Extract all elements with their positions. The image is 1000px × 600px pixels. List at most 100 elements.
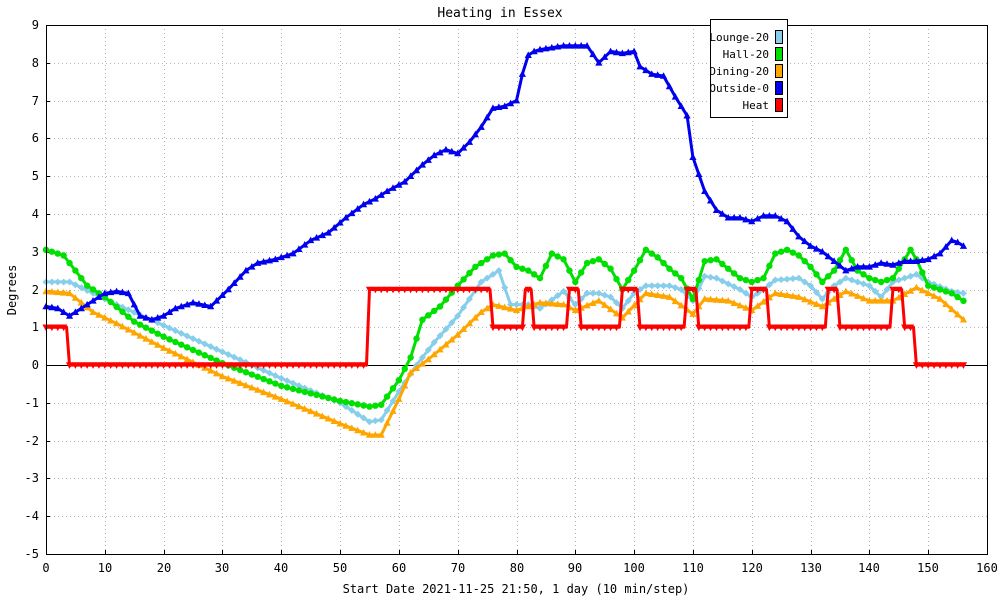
data-point xyxy=(460,303,468,311)
data-point xyxy=(330,223,338,231)
data-point xyxy=(254,373,261,380)
data-point xyxy=(607,293,615,301)
data-point xyxy=(401,382,409,389)
data-point xyxy=(736,274,744,282)
data-point xyxy=(118,288,127,296)
data-point xyxy=(689,295,697,303)
data-point xyxy=(536,324,544,332)
data-point xyxy=(383,419,391,426)
y-tick-label: 7 xyxy=(32,94,39,108)
data-point xyxy=(342,422,350,429)
data-point xyxy=(542,44,550,52)
legend-swatch xyxy=(775,98,783,112)
data-point xyxy=(124,362,132,369)
data-point xyxy=(671,92,679,100)
data-point xyxy=(736,301,744,309)
data-point xyxy=(483,304,491,312)
data-point xyxy=(430,338,438,346)
data-point xyxy=(171,304,179,312)
data-point xyxy=(401,286,409,294)
y-tick-label: -3 xyxy=(25,471,39,485)
data-point xyxy=(742,276,750,284)
data-point xyxy=(465,286,474,294)
data-point xyxy=(577,324,585,332)
data-point xyxy=(883,297,891,304)
data-point xyxy=(877,259,885,266)
data-point xyxy=(501,102,509,110)
data-point xyxy=(83,286,91,294)
data-point xyxy=(907,272,915,280)
data-point xyxy=(671,297,679,305)
data-point xyxy=(83,300,91,308)
data-point xyxy=(265,369,273,377)
data-point xyxy=(471,130,479,138)
data-point xyxy=(612,309,621,317)
data-point xyxy=(954,288,962,296)
data-point xyxy=(224,350,232,358)
data-point xyxy=(377,416,385,424)
data-point xyxy=(442,286,450,294)
data-point xyxy=(318,362,327,369)
data-point xyxy=(283,362,291,369)
data-point xyxy=(342,362,350,369)
data-point xyxy=(189,335,197,343)
data-point xyxy=(424,156,432,163)
data-point xyxy=(60,252,67,259)
data-point xyxy=(865,263,873,270)
data-point xyxy=(842,246,850,254)
data-point xyxy=(160,312,168,319)
data-point xyxy=(754,276,761,284)
data-point xyxy=(295,402,303,410)
data-point xyxy=(777,324,785,332)
data-point xyxy=(78,274,85,282)
data-point xyxy=(371,286,379,294)
data-point xyxy=(501,303,509,311)
data-point xyxy=(695,324,703,332)
data-point xyxy=(959,289,967,297)
data-point xyxy=(171,327,179,335)
data-point xyxy=(601,324,609,332)
data-point xyxy=(348,400,356,407)
data-point xyxy=(336,362,344,369)
y-tick-label: 4 xyxy=(32,207,39,221)
data-point xyxy=(806,242,815,249)
data-point xyxy=(919,269,926,276)
plot-frame xyxy=(46,25,988,555)
legend-box xyxy=(710,19,788,118)
data-point xyxy=(436,345,444,353)
data-point xyxy=(224,374,232,382)
data-point xyxy=(565,286,574,294)
data-point xyxy=(701,187,709,195)
data-point xyxy=(389,184,397,191)
data-point xyxy=(771,324,779,332)
data-point xyxy=(830,257,838,264)
data-point xyxy=(513,301,520,309)
data-point xyxy=(301,240,309,248)
data-point xyxy=(683,286,691,294)
data-point xyxy=(60,278,68,286)
data-point xyxy=(871,297,879,304)
data-point xyxy=(877,278,885,286)
data-point xyxy=(595,58,603,66)
data-point xyxy=(260,388,268,396)
data-point xyxy=(89,308,97,315)
x-tick-label: 150 xyxy=(917,561,939,575)
data-point xyxy=(477,278,485,286)
data-point xyxy=(83,282,91,289)
data-point xyxy=(566,267,573,274)
data-point xyxy=(554,253,561,260)
data-point xyxy=(442,145,450,153)
data-point xyxy=(630,47,638,55)
data-point xyxy=(77,284,85,292)
data-point xyxy=(436,332,444,340)
data-point xyxy=(630,286,638,294)
data-point xyxy=(730,283,738,291)
data-point xyxy=(212,369,221,377)
data-point xyxy=(324,362,332,369)
data-point xyxy=(519,265,526,272)
data-point xyxy=(489,104,497,111)
data-point xyxy=(365,286,374,294)
data-point xyxy=(218,362,227,369)
data-point xyxy=(665,82,674,90)
legend-swatch xyxy=(775,81,783,95)
